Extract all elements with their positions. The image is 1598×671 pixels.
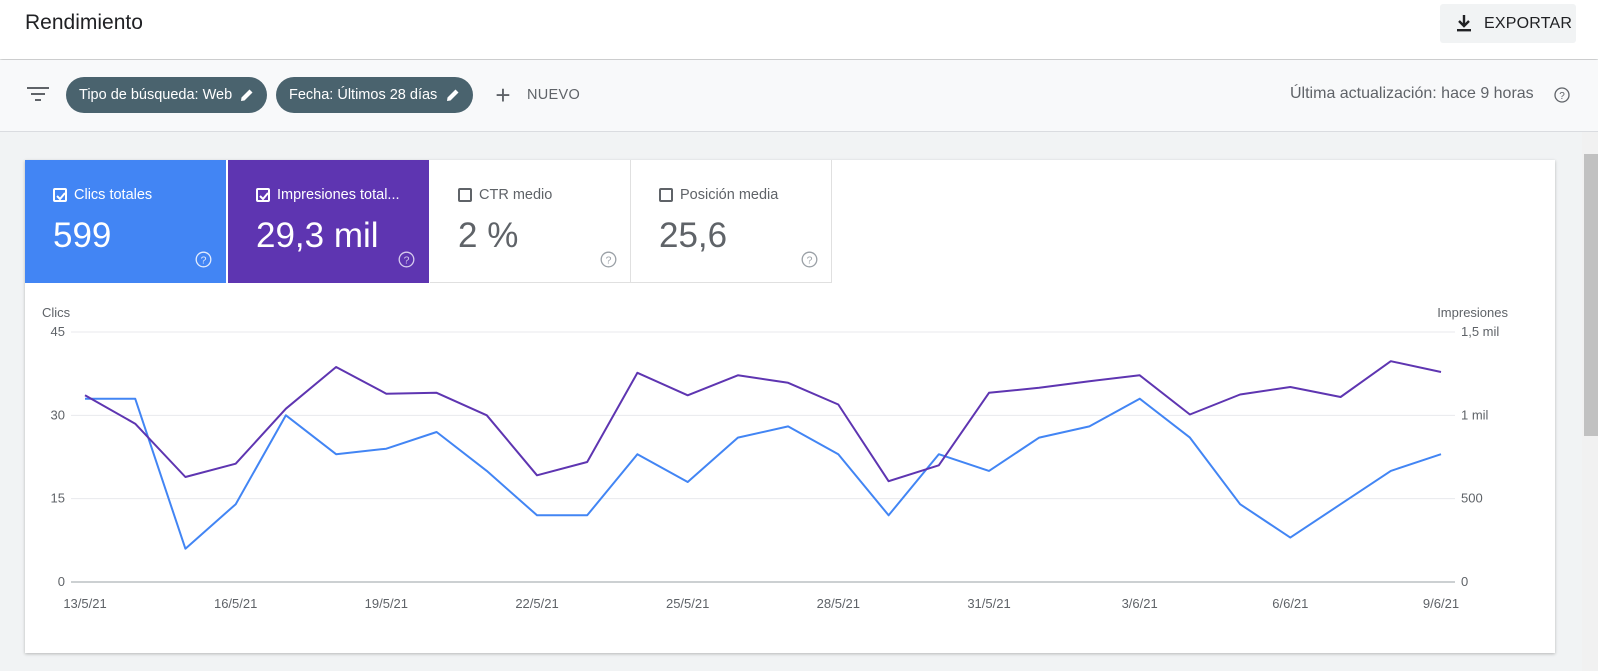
filter-chip-search-type[interactable]: Tipo de búsqueda: Web <box>66 77 267 113</box>
plus-icon: + <box>495 80 511 110</box>
metric-value: 29,3 mil <box>256 216 379 255</box>
last-updated-text: Última actualización: hace 9 horas <box>1290 85 1534 102</box>
checkbox-unchecked[interactable] <box>659 188 673 202</box>
metric-label: Posición media <box>680 187 779 203</box>
check-icon <box>259 192 269 201</box>
left-tick-label: 15 <box>51 491 65 506</box>
left-axis-title: Clics <box>42 305 71 320</box>
checkbox-checked[interactable] <box>256 188 270 202</box>
right-tick-label: 0 <box>1461 574 1468 589</box>
metric-value: 2 % <box>458 216 519 255</box>
performance-chart: Clics Impresiones 45 1,5 mil 30 1 mil 15 500 0 0 1… <box>42 305 1508 611</box>
svg-text:?: ? <box>1559 91 1565 102</box>
right-axis-title: Impresiones <box>1437 305 1508 320</box>
help-icon[interactable]: ? <box>600 251 617 268</box>
new-filter-label: NUEVO <box>527 87 581 103</box>
right-tick-label: 1 mil <box>1461 407 1489 422</box>
new-filter-button[interactable]: + NUEVO <box>492 80 580 110</box>
top-bar: Rendimiento EXPORTAR <box>0 0 1598 59</box>
help-icon[interactable]: ? <box>1554 87 1570 103</box>
svg-text:?: ? <box>201 255 207 267</box>
download-icon <box>1457 15 1471 32</box>
x-tick-label: 6/6/21 <box>1272 596 1308 611</box>
filter-bar: Tipo de búsqueda: Web Fecha: Últimos 28 … <box>0 60 1598 132</box>
filter-chip-label: Tipo de búsqueda: Web <box>79 87 233 103</box>
left-tick-label: 45 <box>51 324 65 339</box>
svg-text:?: ? <box>606 255 612 267</box>
x-tick-label: 28/5/21 <box>817 596 860 611</box>
x-tick-label: 31/5/21 <box>967 596 1010 611</box>
series-line-clics <box>85 397 1442 550</box>
page-title: Rendimiento <box>25 11 143 34</box>
x-tick-label: 25/5/21 <box>666 596 709 611</box>
metric-total-impressions[interactable]: Impresiones total... 29,3 mil ? <box>228 160 429 283</box>
series-line-impresiones <box>84 360 1442 483</box>
edit-icon[interactable] <box>445 87 461 103</box>
x-tick-label: 16/5/21 <box>214 596 257 611</box>
metric-average-position[interactable]: Posición media 25,6 ? <box>631 160 832 283</box>
metric-label: Clics totales <box>74 187 153 203</box>
help-icon[interactable]: ? <box>195 251 212 268</box>
edit-icon[interactable] <box>239 87 255 103</box>
x-tick-label: 19/5/21 <box>365 596 408 611</box>
metric-value: 25,6 <box>659 216 728 255</box>
scrollbar-thumb[interactable] <box>1584 154 1598 436</box>
left-tick-label: 0 <box>58 574 65 589</box>
filter-icon[interactable] <box>27 86 49 102</box>
right-tick-label: 500 <box>1461 491 1483 506</box>
help-icon[interactable]: ? <box>801 251 818 268</box>
checkbox-checked[interactable] <box>53 188 67 202</box>
export-button[interactable]: EXPORTAR <box>1440 4 1576 43</box>
left-tick-label: 30 <box>51 407 65 422</box>
performance-card: Clics totales 599 ? Impresiones total...… <box>25 160 1555 653</box>
x-tick-label: 22/5/21 <box>515 596 558 611</box>
checkbox-unchecked[interactable] <box>458 188 472 202</box>
filter-chip-label: Fecha: Últimos 28 días <box>289 87 438 103</box>
metric-average-ctr[interactable]: CTR medio 2 % ? <box>430 160 631 283</box>
metric-value: 599 <box>53 216 112 255</box>
metric-total-clicks[interactable]: Clics totales 599 ? <box>25 160 226 283</box>
svg-text:?: ? <box>404 255 410 267</box>
x-tick-label: 3/6/21 <box>1122 596 1158 611</box>
x-tick-label: 9/6/21 <box>1423 596 1459 611</box>
export-label: EXPORTAR <box>1484 15 1573 32</box>
right-tick-label: 1,5 mil <box>1461 324 1499 339</box>
check-icon <box>56 192 66 201</box>
metric-label: CTR medio <box>479 187 553 203</box>
metric-label: Impresiones total... <box>277 187 400 203</box>
help-icon[interactable]: ? <box>398 251 415 268</box>
x-tick-label: 13/5/21 <box>63 596 106 611</box>
svg-text:?: ? <box>807 255 813 267</box>
filter-chip-date[interactable]: Fecha: Últimos 28 días <box>276 77 473 113</box>
